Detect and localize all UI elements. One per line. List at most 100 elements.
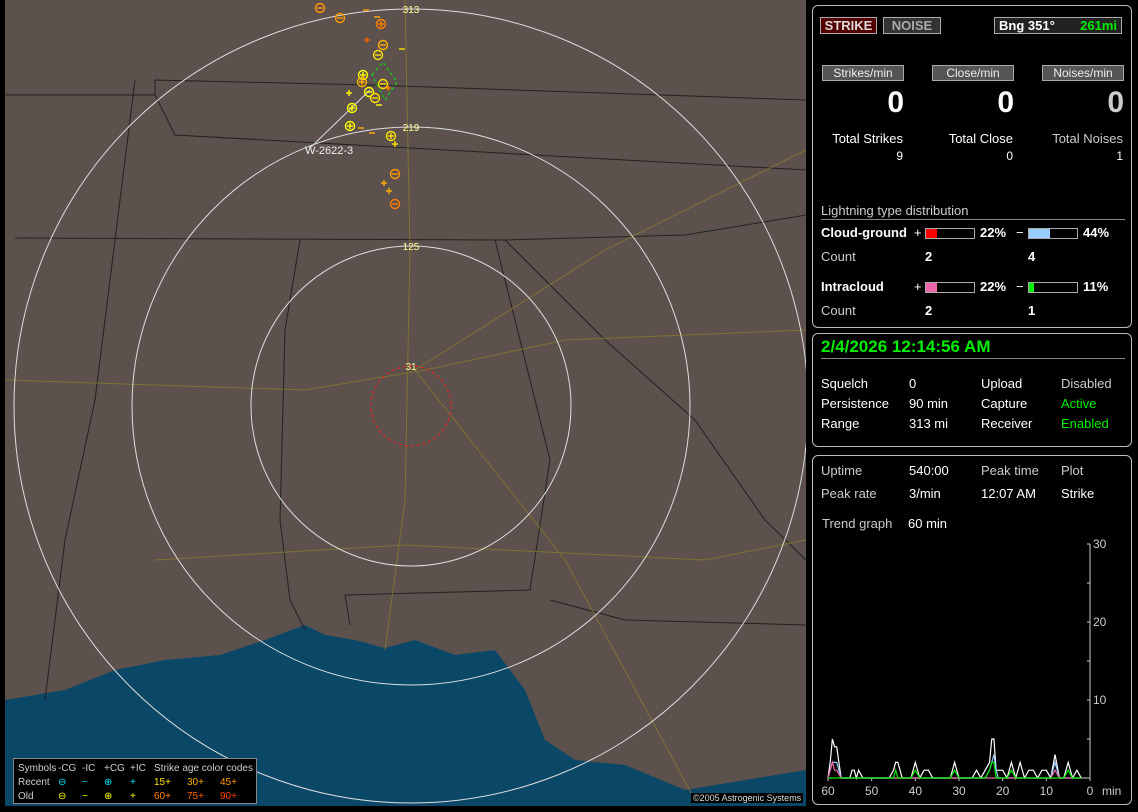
- ic-negative-count: 1: [1028, 303, 1036, 318]
- peak-rate-value: 3/min: [909, 486, 941, 501]
- legend-symbol-icon: −: [82, 776, 88, 788]
- noises-per-min-label: Noises/min: [1042, 65, 1124, 81]
- close-per-min: 0: [997, 86, 1014, 119]
- positive-ic-strike-icon[interactable]: [386, 188, 392, 194]
- trend-series-line: [827, 754, 1082, 779]
- map-canvas: 31 125 219 313 W-2622-3: [5, 0, 806, 806]
- legend-header: Strike age color codes: [154, 762, 253, 774]
- positive-ic-strike-icon[interactable]: [381, 180, 387, 186]
- trend-graph-value[interactable]: 60 min: [908, 516, 948, 531]
- receiver-value: Enabled: [1061, 416, 1109, 431]
- capture-value: Active: [1061, 396, 1097, 411]
- negative-cg-strike-icon[interactable]: [372, 49, 384, 61]
- range-label: Range: [821, 416, 860, 431]
- legend-old-label: Old: [18, 790, 34, 802]
- ic-negative-pct: 11%: [1083, 279, 1109, 294]
- warning-label: W-2622-3: [305, 145, 353, 157]
- copyright: ©2005 Astrogenic Systems: [691, 793, 804, 803]
- ic-positive-bar: [925, 282, 975, 293]
- legend-header: -CG: [58, 762, 77, 774]
- peak-time-label: Peak time: [981, 463, 1039, 478]
- x-tick-label: 60: [821, 784, 835, 798]
- negative-cg-strike-icon[interactable]: [377, 78, 389, 90]
- positive-ic-strike-icon[interactable]: [392, 141, 398, 147]
- legend-age-code: 45+: [220, 776, 237, 788]
- info-panel: 2/4/2026 12:14:56 AM Squelch 0 Upload Di…: [812, 333, 1132, 447]
- negative-cg-strike-icon[interactable]: [334, 12, 346, 24]
- cg-label: Cloud-ground: [821, 225, 907, 240]
- total-noises: 1: [1116, 149, 1123, 163]
- close-per-min-label: Close/min: [932, 65, 1014, 81]
- plot-value[interactable]: Strike: [1061, 486, 1095, 501]
- positive-ic-strike-icon[interactable]: [385, 85, 391, 91]
- trend-graph-label: Trend graph: [822, 516, 893, 531]
- ic-count-label: Count: [821, 303, 856, 318]
- trend-series-line: [828, 761, 1082, 779]
- positive-cg-strike-icon[interactable]: [375, 18, 387, 30]
- legend-header: +IC: [130, 762, 146, 774]
- ring-label: 313: [403, 5, 420, 16]
- legend-symbol-icon: +: [130, 776, 136, 788]
- legend-age-code: 15+: [154, 776, 171, 788]
- symbol-legend: Symbols -CG -IC +CG +IC Strike age color code…: [13, 758, 257, 804]
- negative-cg-strike-icon[interactable]: [377, 39, 389, 51]
- receiver-label: Receiver: [981, 416, 1033, 431]
- ic-label: Intracloud: [821, 279, 884, 294]
- uptime-value: 540:00: [909, 463, 949, 478]
- strike-button[interactable]: STRIKE: [820, 17, 877, 34]
- strikes-per-min-label: Strikes/min: [822, 65, 904, 81]
- positive-cg-strike-icon[interactable]: [356, 76, 368, 88]
- close-range-ring: [370, 365, 452, 447]
- trend-graph: 10 20 30 60 50 40 30 20 10 0 min: [821, 537, 1121, 798]
- distance: 261mi: [1080, 18, 1117, 33]
- x-axis-label: min: [1102, 784, 1121, 798]
- strike-status-panel: STRIKE NOISE Bng 351° 261mi Strikes/min …: [812, 5, 1132, 328]
- x-tick-label: 20: [996, 784, 1010, 798]
- legend-symbol-icon: ⊖: [58, 790, 67, 802]
- legend-symbol-icon: ⊖: [58, 776, 67, 788]
- upload-value: Disabled: [1061, 376, 1112, 391]
- negative-cg-strike-icon[interactable]: [389, 198, 401, 210]
- legend-age-code: 75+: [187, 790, 204, 802]
- total-strikes-label: Total Strikes: [832, 131, 903, 146]
- plus-sign: +: [914, 279, 922, 294]
- plus-sign: +: [914, 225, 922, 240]
- minus-sign: −: [1016, 279, 1024, 294]
- range-ring: [131, 126, 691, 686]
- x-tick-label: 30: [952, 784, 966, 798]
- legend-symbol-icon: +: [130, 790, 136, 802]
- legend-symbol-icon: −: [82, 790, 88, 802]
- y-tick-label: 30: [1093, 537, 1107, 551]
- negative-cg-strike-icon[interactable]: [369, 92, 381, 104]
- noise-button[interactable]: NOISE: [883, 17, 941, 34]
- trend-series-line: [827, 738, 1082, 781]
- ic-negative-bar: [1028, 282, 1078, 293]
- trend-panel: Uptime 540:00 Peak time Plot Peak rate 3…: [812, 455, 1132, 805]
- cg-count-label: Count: [821, 249, 856, 264]
- positive-ic-strike-icon[interactable]: [346, 90, 352, 96]
- total-close-label: Total Close: [948, 131, 1013, 146]
- positive-cg-strike-icon[interactable]: [385, 130, 397, 142]
- legend-age-code: 30+: [187, 776, 204, 788]
- negative-cg-strike-icon[interactable]: [389, 168, 401, 180]
- negative-cg-strike-icon[interactable]: [314, 2, 326, 14]
- range-ring: [250, 245, 572, 567]
- squelch-value: 0: [909, 376, 917, 391]
- highways: [5, 0, 806, 801]
- negative-cg-strike-icon[interactable]: [363, 86, 375, 98]
- peak-time-value[interactable]: 12:07 AM: [981, 486, 1036, 501]
- ic-positive-count: 2: [925, 303, 933, 318]
- x-tick-label: 0: [1087, 784, 1094, 798]
- x-tick-label: 10: [1040, 784, 1054, 798]
- strike-map[interactable]: 31 125 219 313 W-2622-3 Symbols -CG -IC +CG +IC…: [5, 0, 806, 806]
- positive-ic-strike-icon[interactable]: [364, 37, 370, 43]
- positive-cg-strike-icon[interactable]: [346, 102, 358, 114]
- x-tick-label: 50: [865, 784, 879, 798]
- persistence-value: 90 min: [909, 396, 949, 411]
- cg-negative-bar: [1028, 228, 1078, 239]
- strike-symbols: [314, 2, 405, 210]
- strikes-per-min: 0: [887, 86, 904, 119]
- uptime-label: Uptime: [821, 463, 863, 478]
- positive-cg-strike-icon[interactable]: [344, 120, 356, 132]
- ring-label: 31: [405, 362, 417, 373]
